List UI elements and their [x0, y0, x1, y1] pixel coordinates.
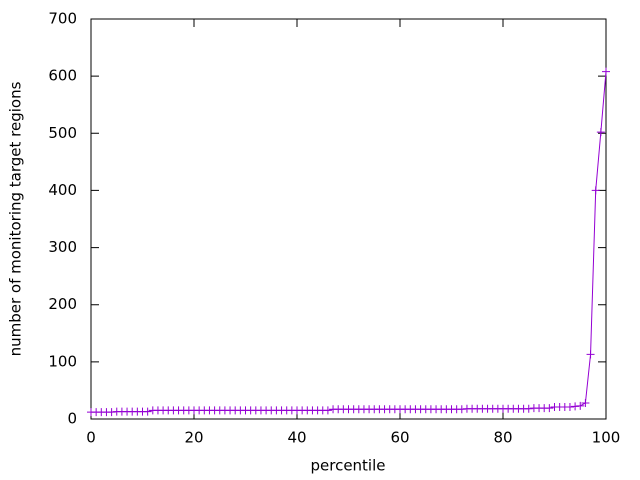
- y-axis-label: number of monitoring target regions: [7, 81, 25, 356]
- point: [602, 67, 610, 76]
- y-tick-label: 500: [48, 124, 77, 142]
- point: [545, 404, 554, 413]
- point: [576, 401, 585, 410]
- point: [591, 186, 600, 195]
- y-tick-label: 700: [48, 10, 77, 28]
- point: [581, 399, 590, 407]
- x-axis-label: percentile: [310, 457, 385, 475]
- point: [107, 408, 116, 417]
- point: [323, 406, 332, 415]
- point: [596, 128, 605, 137]
- x-tick-label: 0: [86, 429, 96, 447]
- y-tick-label: 100: [48, 352, 77, 370]
- point: [565, 403, 574, 411]
- y-tick-label: 300: [48, 238, 77, 256]
- point: [457, 405, 466, 414]
- point: [586, 350, 595, 359]
- point: [143, 407, 152, 416]
- y-tick-label: 0: [67, 410, 77, 428]
- x-tick-label: 60: [390, 429, 409, 447]
- point: [571, 402, 580, 411]
- series-line: [91, 71, 607, 413]
- plot-frame: [90, 18, 607, 420]
- x-tick-label: 20: [184, 429, 203, 447]
- x-tick-label: 100: [592, 429, 621, 447]
- point: [524, 404, 533, 413]
- y-tick-label: 400: [48, 181, 77, 199]
- x-tick-label: 40: [287, 429, 306, 447]
- x-tick-label: 80: [493, 429, 512, 447]
- y-tick-label: 200: [48, 295, 77, 313]
- y-tick-label: 600: [48, 67, 77, 85]
